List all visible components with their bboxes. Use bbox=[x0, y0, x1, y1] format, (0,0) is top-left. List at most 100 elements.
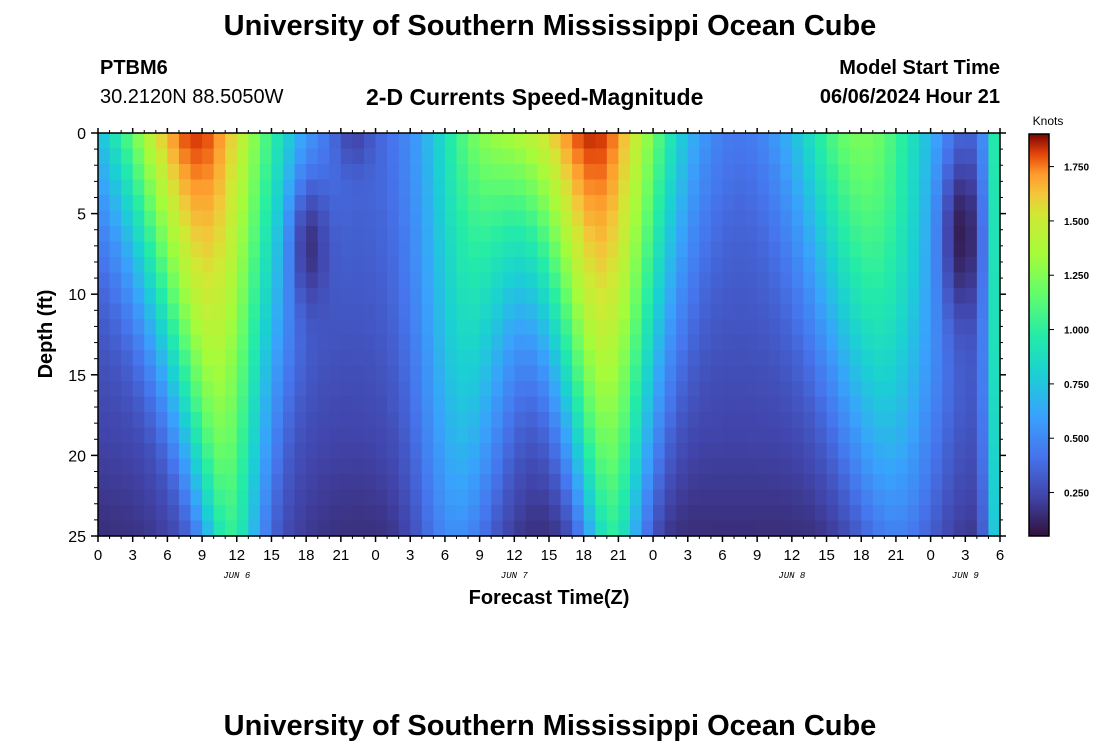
heatmap-cell bbox=[803, 303, 816, 320]
heatmap-cell bbox=[456, 443, 469, 460]
heatmap-cell bbox=[710, 520, 724, 537]
heatmap-cell bbox=[433, 365, 446, 382]
heatmap-cell bbox=[791, 319, 805, 336]
heatmap-cell bbox=[317, 319, 330, 336]
heatmap-cell bbox=[583, 148, 596, 165]
heatmap-cell bbox=[109, 350, 122, 367]
heatmap-cell bbox=[109, 427, 122, 444]
heatmap-cell bbox=[722, 133, 735, 150]
heatmap-cell bbox=[259, 365, 273, 382]
heatmap-cell bbox=[664, 164, 677, 181]
heatmap-cell bbox=[259, 179, 273, 196]
heatmap-cell bbox=[907, 520, 920, 537]
heatmap-cell bbox=[965, 179, 978, 196]
heatmap-cell bbox=[259, 334, 273, 351]
heatmap-cell bbox=[468, 365, 481, 382]
heatmap-cell bbox=[791, 272, 805, 289]
heatmap-cell bbox=[930, 365, 943, 382]
heatmap-cell bbox=[340, 505, 354, 522]
heatmap-cell bbox=[433, 396, 446, 413]
heatmap-cell bbox=[653, 133, 666, 150]
heatmap-cell bbox=[768, 164, 781, 181]
heatmap-cell bbox=[549, 381, 562, 398]
heatmap-cell bbox=[283, 272, 296, 289]
heatmap-cell bbox=[722, 427, 735, 444]
heatmap-cell bbox=[444, 257, 458, 274]
heatmap-cell bbox=[479, 241, 492, 258]
heatmap-cell bbox=[155, 334, 168, 351]
heatmap-cell bbox=[98, 365, 111, 382]
heatmap-cell bbox=[664, 350, 677, 367]
heatmap-cell bbox=[583, 164, 596, 181]
heatmap-cell bbox=[479, 458, 492, 475]
heatmap-cell bbox=[190, 505, 203, 522]
heatmap-cell bbox=[988, 179, 1001, 196]
heatmap-cell bbox=[167, 272, 180, 289]
heatmap-cell bbox=[514, 474, 527, 491]
heatmap-cell bbox=[306, 288, 319, 305]
heatmap-cell bbox=[595, 241, 608, 258]
heatmap-cell bbox=[283, 350, 296, 367]
heatmap-cell bbox=[479, 133, 492, 150]
heatmap-cell bbox=[306, 133, 319, 150]
heatmap-cell bbox=[549, 257, 562, 274]
heatmap-cell bbox=[433, 381, 446, 398]
heatmap-cell bbox=[618, 365, 631, 382]
heatmap-cell bbox=[317, 365, 330, 382]
heatmap-cell bbox=[606, 272, 619, 289]
heatmap-cell bbox=[121, 257, 134, 274]
x-tick-label: 0 bbox=[649, 547, 657, 564]
heatmap-cell bbox=[375, 319, 388, 336]
heatmap-cell bbox=[283, 443, 296, 460]
heatmap-cell bbox=[340, 257, 354, 274]
heatmap-cell bbox=[456, 288, 469, 305]
heatmap-cell bbox=[525, 319, 539, 336]
heatmap-cell bbox=[352, 195, 365, 212]
heatmap-cell bbox=[294, 365, 307, 382]
heatmap-cell bbox=[468, 489, 481, 506]
heatmap-cell bbox=[468, 288, 481, 305]
heatmap-cell bbox=[225, 257, 238, 274]
heatmap-cell bbox=[98, 396, 111, 413]
heatmap-cell bbox=[976, 195, 990, 212]
heatmap-cell bbox=[768, 381, 781, 398]
heatmap-cell bbox=[375, 381, 388, 398]
heatmap-cell bbox=[317, 396, 330, 413]
heatmap-cell bbox=[109, 195, 122, 212]
heatmap-cell bbox=[98, 458, 111, 475]
heatmap-cell bbox=[167, 303, 180, 320]
heatmap-cell bbox=[294, 288, 307, 305]
heatmap-cell bbox=[687, 303, 700, 320]
heatmap-cell bbox=[826, 226, 839, 243]
heatmap-cell bbox=[953, 334, 966, 351]
heatmap-cell bbox=[433, 427, 446, 444]
heatmap-cell bbox=[514, 381, 527, 398]
heatmap-cell bbox=[167, 489, 180, 506]
heatmap-cell bbox=[976, 427, 990, 444]
heatmap-cell bbox=[849, 241, 862, 258]
heatmap-cell bbox=[768, 474, 781, 491]
heatmap-cell bbox=[722, 505, 735, 522]
heatmap-cell bbox=[144, 303, 157, 320]
heatmap-cell bbox=[537, 443, 550, 460]
heatmap-cell bbox=[421, 381, 434, 398]
heatmap-cell bbox=[618, 505, 631, 522]
heatmap-cell bbox=[595, 133, 608, 150]
heatmap-cell bbox=[976, 365, 990, 382]
heatmap-cell bbox=[271, 288, 284, 305]
heatmap-cell bbox=[838, 241, 851, 258]
heatmap-cell bbox=[502, 350, 515, 367]
heatmap-cell bbox=[340, 226, 354, 243]
heatmap-cell bbox=[814, 257, 828, 274]
heatmap-cell bbox=[849, 396, 862, 413]
heatmap-cell bbox=[930, 381, 943, 398]
heatmap-cell bbox=[317, 272, 330, 289]
heatmap-cell bbox=[907, 303, 920, 320]
heatmap-cell bbox=[225, 288, 238, 305]
heatmap-cell bbox=[710, 396, 724, 413]
heatmap-cell bbox=[109, 396, 122, 413]
heatmap-cell bbox=[930, 443, 943, 460]
heatmap-cell bbox=[895, 272, 909, 289]
heatmap-cell bbox=[502, 288, 515, 305]
heatmap-cell bbox=[734, 195, 747, 212]
